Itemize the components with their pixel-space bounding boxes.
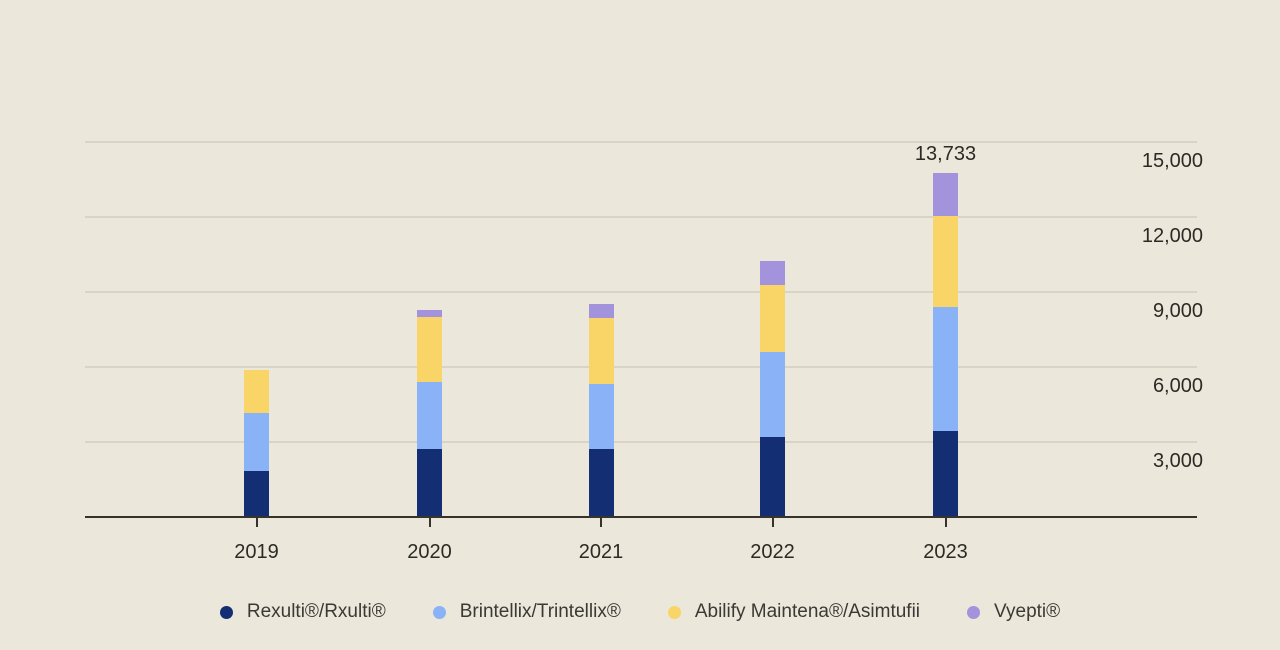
bar-segment-series-3 <box>588 303 614 318</box>
gridline <box>85 291 1197 293</box>
chart-legend: Rexulti®/Rxulti® Brintellix/Trintellix® … <box>0 597 1280 627</box>
bar-2020 <box>417 309 442 516</box>
bar-segment-series-3 <box>933 172 958 216</box>
legend-item-vyepti: Vyepti® <box>967 601 1060 623</box>
x-axis-label: 2021 <box>578 541 624 563</box>
legend-item-abilify: Abilify Maintena®/Asimtufii <box>667 601 921 623</box>
legend-label-brintellix: Brintellix/Trintellix® <box>459 601 621 622</box>
legend-item-rexulti: Rexulti®/Rxulti® <box>219 601 386 623</box>
bar-segment-series-1 <box>588 383 614 450</box>
bar-segment-series-0 <box>588 449 614 516</box>
bar-2022 <box>760 260 785 516</box>
x-axis-label: 2022 <box>750 541 795 563</box>
bar-segment-series-1 <box>933 307 958 431</box>
y-axis-tick-label: 15,000 <box>1141 150 1203 172</box>
bar-segment-series-2 <box>588 317 614 384</box>
bar-2023 <box>933 172 958 516</box>
x-axis-tick <box>771 518 774 527</box>
x-axis-tick <box>428 518 431 527</box>
bar-segment-series-0 <box>933 430 958 516</box>
gridline <box>85 366 1197 368</box>
gridline <box>85 141 1197 143</box>
bar-segment-series-1 <box>417 381 442 450</box>
bar-segment-series-3 <box>417 309 442 317</box>
legend-dot-abilify-icon <box>667 605 681 619</box>
y-axis-tick-label: 12,000 <box>1141 225 1203 247</box>
legend-dot-vyepti-icon <box>967 605 981 619</box>
bar-segment-series-3 <box>760 260 785 285</box>
x-axis-tick <box>255 518 258 527</box>
y-axis-tick-label: 3,000 <box>1152 450 1203 472</box>
bar-segment-series-2 <box>417 316 442 382</box>
x-axis-line <box>85 516 1197 518</box>
bar-segment-series-0 <box>760 437 785 516</box>
gridline <box>85 216 1197 218</box>
bar-segment-series-2 <box>933 215 958 308</box>
x-axis-label: 2020 <box>407 541 452 563</box>
bar-total-label: 13,733 <box>914 142 977 165</box>
bar-segment-series-0 <box>244 471 269 516</box>
gridline <box>85 441 1197 443</box>
legend-label-abilify: Abilify Maintena®/Asimtufii <box>694 601 921 622</box>
bar-2021 <box>588 303 614 516</box>
x-axis-label: 2019 <box>234 541 279 563</box>
y-axis-tick-label: 9,000 <box>1152 300 1203 322</box>
bar-segment-series-2 <box>244 369 269 413</box>
bar-segment-series-2 <box>760 284 785 352</box>
legend-dot-brintellix-icon <box>432 605 446 619</box>
bar-segment-series-1 <box>244 412 269 472</box>
legend-dot-rexulti-icon <box>219 605 233 619</box>
x-axis-label: 2023 <box>923 541 968 563</box>
x-axis-tick <box>600 518 602 527</box>
x-axis-tick <box>944 518 947 527</box>
bar-2019 <box>244 369 269 516</box>
legend-label-vyepti: Vyepti® <box>994 601 1061 622</box>
bar-segment-series-1 <box>760 351 785 438</box>
legend-item-brintellix: Brintellix/Trintellix® <box>432 601 621 623</box>
y-axis-tick-label: 6,000 <box>1152 375 1203 397</box>
bar-segment-series-0 <box>417 449 442 516</box>
legend-label-rexulti: Rexulti®/Rxulti® <box>246 601 386 622</box>
